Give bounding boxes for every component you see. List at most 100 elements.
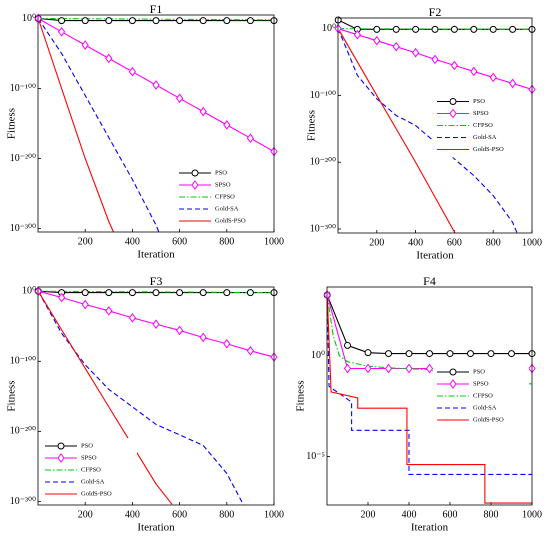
x-axis-label: Iteration: [416, 250, 454, 262]
marker: [470, 25, 478, 33]
marker: [128, 66, 137, 77]
y-tick-label: 10⁻³⁰⁰: [310, 223, 336, 234]
y-tick-label: 10⁰: [311, 350, 325, 361]
y-tick-label: 10⁻¹⁰⁰: [10, 83, 36, 94]
marker: [128, 17, 136, 25]
y-tick-label: 10⁻²⁰⁰: [10, 426, 36, 437]
marker: [128, 289, 136, 297]
y-tick-label: 10⁰: [22, 13, 36, 24]
series-line: [38, 290, 173, 505]
marker: [392, 25, 400, 33]
series-line: [38, 18, 160, 232]
marker: [57, 26, 66, 37]
x-tick-label: 800: [219, 236, 234, 247]
x-tick-label: 400: [125, 236, 140, 247]
x-tick-label: 200: [361, 509, 376, 520]
subplot: 200 400 600 800 1000 10⁰ 10⁻⁵ F4 Iteration Fitnes…: [295, 274, 542, 534]
marker: [450, 60, 459, 71]
legend-marker: [449, 98, 457, 105]
legend-label: CFPSO: [81, 466, 101, 473]
marker: [176, 17, 184, 25]
legend: PSO SPSO CFPSO Gold-SA GoldS-PSO: [433, 93, 529, 158]
legend-marker: [57, 442, 65, 450]
marker: [57, 292, 66, 303]
marker: [199, 332, 207, 343]
marker: [81, 289, 89, 297]
x-tick-label: 200: [369, 237, 384, 248]
marker: [199, 289, 207, 297]
marker: [223, 17, 231, 25]
marker: [81, 17, 89, 25]
marker: [412, 25, 420, 33]
legend: PSO SPSO CFPSO Gold-SA GoldS-PSO: [175, 165, 271, 229]
legend-label: SPSO: [473, 110, 489, 117]
series-line: [338, 28, 456, 233]
marker: [426, 350, 433, 358]
chart-title: F4: [423, 274, 436, 288]
y-tick-label: 10⁰: [322, 23, 336, 34]
x-tick-label: 400: [408, 237, 423, 248]
marker: [373, 35, 381, 46]
legend-label: SPSO: [215, 181, 231, 188]
y-axis-label: Fitness: [306, 110, 318, 141]
marker: [392, 41, 400, 52]
legend: PSO SPSO CFPSO Gold-SA GoldS-PSO: [41, 438, 137, 502]
chart-title: F2: [429, 5, 442, 19]
marker: [446, 350, 454, 358]
marker: [343, 363, 352, 374]
marker: [489, 72, 497, 83]
marker: [175, 93, 184, 104]
marker: [431, 54, 439, 65]
marker: [81, 40, 89, 50]
legend-marker: [191, 180, 199, 190]
legend-label: GoldS-PSO: [215, 217, 246, 224]
legend-label: GoldS-PSO: [473, 416, 504, 423]
legend-marker: [449, 108, 457, 119]
chart-title: F3: [150, 274, 163, 288]
marker: [81, 299, 89, 310]
marker: [223, 289, 231, 297]
x-tick-label: 600: [172, 236, 187, 247]
x-tick-label: 600: [447, 237, 462, 248]
marker: [223, 338, 231, 349]
legend-label: Gold-SA: [81, 478, 105, 485]
x-tick-label: 400: [402, 509, 417, 520]
legend-label: CFPSO: [215, 193, 235, 200]
legend-marker: [57, 453, 65, 463]
legend-label: CFPSO: [473, 392, 493, 399]
x-axis-label: Iteration: [137, 522, 175, 534]
x-tick-label: 1000: [264, 509, 284, 520]
legend-marker: [449, 368, 457, 376]
legend-label: PSO: [215, 169, 227, 176]
y-tick-label: 10⁻³⁰⁰: [10, 223, 36, 234]
y-axis-label: Fitness: [295, 380, 307, 411]
marker: [175, 325, 184, 336]
x-axis-label: Iteration: [411, 522, 449, 534]
marker: [450, 25, 458, 33]
axes-frame: [37, 14, 275, 233]
marker: [405, 363, 413, 374]
axes-frame: [37, 286, 275, 506]
x-tick-label: 1000: [264, 236, 284, 247]
chart-title: F1: [150, 2, 163, 16]
x-tick-label: 800: [484, 509, 499, 520]
marker: [364, 363, 372, 374]
legend-label: GoldS-PSO: [81, 490, 112, 497]
marker: [246, 17, 254, 25]
marker: [58, 17, 66, 25]
x-tick-label: 200: [78, 509, 93, 520]
y-tick-label: 10⁻⁵: [306, 451, 325, 462]
legend-label: GoldS-PSO: [473, 146, 504, 153]
series-line: [327, 295, 532, 476]
x-tick-label: 400: [125, 509, 140, 520]
marker: [353, 29, 362, 40]
marker: [176, 289, 184, 297]
legend-label: Gold-SA: [215, 205, 239, 212]
subplot: 200 400 600 800 1000 10⁰ 10⁻¹⁰⁰ 10⁻²⁰⁰ 10⁻³⁰⁰ F3 I…: [6, 274, 284, 534]
marker: [246, 133, 255, 144]
marker: [364, 349, 372, 357]
legend-label: PSO: [81, 442, 93, 449]
x-tick-label: 1000: [522, 509, 542, 520]
legend-label: Gold-SA: [473, 404, 497, 411]
